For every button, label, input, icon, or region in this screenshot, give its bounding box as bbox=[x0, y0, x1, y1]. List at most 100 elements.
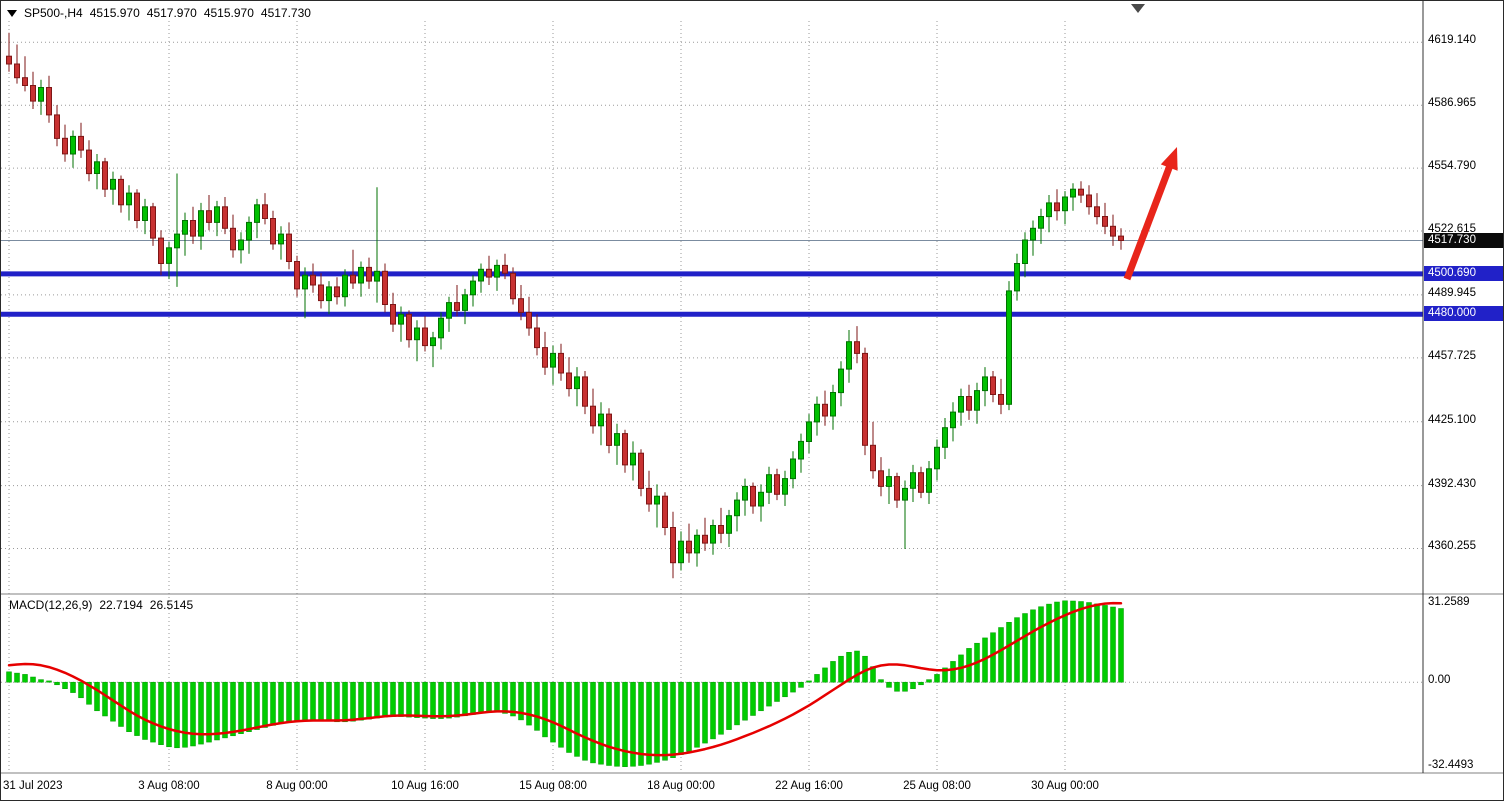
time-axis[interactable] bbox=[1, 773, 1423, 800]
symbol-period-label: SP500-,H4 bbox=[24, 6, 83, 20]
macd-bar bbox=[6, 671, 12, 683]
candle-body bbox=[438, 317, 444, 339]
candle-body bbox=[934, 446, 940, 470]
candle-body bbox=[942, 427, 948, 448]
macd-bar bbox=[710, 681, 716, 740]
candle-body bbox=[150, 206, 156, 239]
macd-bar bbox=[686, 681, 692, 752]
candle-body bbox=[654, 495, 660, 505]
candle-body bbox=[614, 433, 620, 446]
candle-body bbox=[910, 472, 916, 489]
candle-body bbox=[774, 474, 780, 495]
macd-bar bbox=[254, 681, 260, 730]
macd-bar bbox=[806, 680, 812, 683]
macd-bar bbox=[30, 676, 36, 683]
macd-bar bbox=[462, 681, 468, 717]
macd-bar bbox=[518, 681, 524, 721]
macd-bar bbox=[574, 681, 580, 757]
candle-body bbox=[630, 452, 636, 466]
macd-bar bbox=[918, 681, 924, 686]
macd-bar bbox=[262, 681, 268, 728]
macd-histogram bbox=[6, 600, 1124, 767]
candle-body bbox=[270, 218, 276, 245]
macd-bar bbox=[494, 681, 500, 713]
candle-body bbox=[350, 274, 356, 284]
macd-bar bbox=[1086, 602, 1092, 683]
candle-body bbox=[526, 311, 532, 329]
arrow-head[interactable] bbox=[1160, 147, 1178, 171]
macd-bar bbox=[486, 681, 492, 713]
macd-bar bbox=[470, 681, 476, 715]
macd-bar bbox=[478, 681, 484, 714]
candle-body bbox=[414, 327, 420, 341]
price-axis[interactable] bbox=[1423, 1, 1503, 773]
candle-body bbox=[302, 274, 308, 290]
trend-arrow[interactable] bbox=[1123, 147, 1178, 281]
candle-body bbox=[718, 525, 724, 534]
candle-body bbox=[598, 413, 604, 427]
candle-body bbox=[622, 433, 628, 466]
horizontal-level-lines[interactable] bbox=[1, 271, 1423, 317]
macd-signal-path bbox=[7, 601, 1123, 757]
macd-bar bbox=[774, 681, 780, 702]
macd-bar bbox=[270, 681, 276, 726]
candle-body bbox=[198, 210, 204, 237]
macd-bar bbox=[102, 681, 108, 717]
macd-bar bbox=[630, 681, 636, 767]
macd-bar bbox=[22, 674, 28, 683]
macd-bar bbox=[278, 681, 284, 725]
macd-bar bbox=[1078, 601, 1084, 683]
macd-bar bbox=[646, 681, 652, 765]
macd-bar bbox=[422, 681, 428, 719]
macd-bar bbox=[606, 681, 612, 766]
candle-body bbox=[550, 352, 556, 368]
candle-body bbox=[1062, 196, 1068, 212]
candle-body bbox=[830, 392, 836, 417]
macd-bar bbox=[38, 679, 44, 683]
candle-body bbox=[702, 534, 708, 544]
candle-body bbox=[758, 491, 764, 507]
candle-body bbox=[502, 264, 508, 274]
candle-body bbox=[6, 55, 12, 65]
candle-body bbox=[14, 63, 20, 79]
candle-body bbox=[38, 87, 44, 102]
candle-body bbox=[582, 376, 588, 407]
chart-dropdown-icon[interactable] bbox=[7, 9, 17, 17]
macd-bar bbox=[886, 681, 892, 688]
candle-body bbox=[94, 161, 100, 175]
macd-bar bbox=[782, 681, 788, 698]
candle-body bbox=[158, 237, 164, 265]
macd-bar bbox=[718, 681, 724, 735]
candle-body bbox=[222, 206, 228, 229]
macd-bar bbox=[1014, 617, 1020, 683]
candle-body bbox=[542, 347, 548, 368]
candle-body bbox=[246, 221, 252, 241]
candle-body bbox=[494, 264, 500, 278]
macd-bar bbox=[1110, 606, 1116, 683]
macd-bar bbox=[1030, 609, 1036, 683]
candle-body bbox=[982, 376, 988, 392]
candle-body bbox=[958, 396, 964, 413]
candle-body bbox=[470, 280, 476, 296]
macd-bar bbox=[142, 681, 148, 740]
macd-value-2: 26.5145 bbox=[149, 598, 194, 612]
candle-body bbox=[486, 268, 492, 278]
arrow-shaft[interactable] bbox=[1123, 158, 1176, 281]
candle-body bbox=[918, 472, 924, 493]
candle-body bbox=[254, 204, 260, 223]
chart-shift-marker[interactable] bbox=[1131, 4, 1145, 13]
candle-body bbox=[590, 405, 596, 427]
candle-body bbox=[286, 233, 292, 263]
chart-shift-triangle[interactable] bbox=[1131, 4, 1145, 13]
candle-body bbox=[742, 485, 748, 501]
macd-bar bbox=[854, 650, 860, 683]
candle-body bbox=[950, 411, 956, 429]
macd-bar bbox=[798, 681, 804, 688]
candle-body bbox=[1078, 188, 1084, 196]
macd-bar bbox=[910, 681, 916, 689]
candle-body bbox=[1102, 216, 1108, 227]
candle-body bbox=[1086, 194, 1092, 208]
macd-bar bbox=[582, 681, 588, 761]
macd-bar bbox=[214, 681, 220, 741]
